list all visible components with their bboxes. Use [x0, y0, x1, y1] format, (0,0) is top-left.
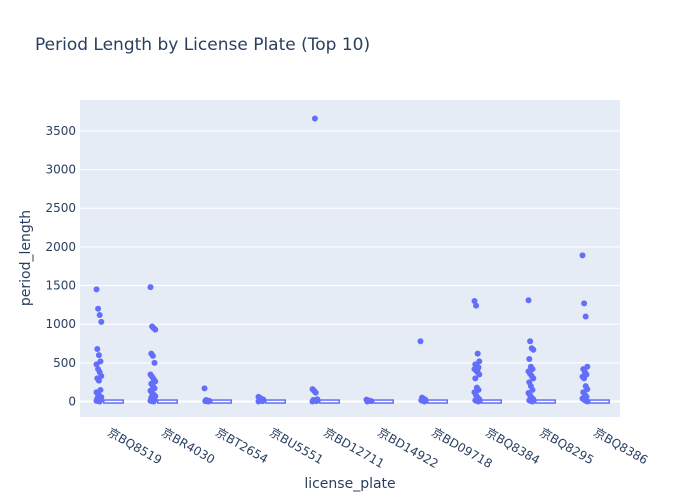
box: [103, 399, 124, 404]
y-tick-label: 2000: [45, 240, 76, 254]
data-point: [94, 345, 101, 352]
x-tick-label: 京BQ8519: [105, 425, 164, 467]
data-point: [96, 398, 103, 405]
data-point: [96, 311, 103, 318]
chart-title: Period Length by License Plate (Top 10): [35, 35, 370, 55]
y-tick-label: 3000: [45, 163, 76, 177]
data-point: [95, 377, 102, 384]
data-point: [205, 398, 212, 405]
box: [265, 399, 286, 404]
data-point: [421, 398, 428, 405]
data-point: [364, 398, 371, 405]
box: [589, 399, 610, 404]
y-axis-title: period_length: [18, 210, 34, 306]
data-point: [152, 326, 159, 333]
data-point: [312, 389, 319, 396]
data-point: [311, 115, 318, 122]
x-tick-label: 京BQ8295: [537, 425, 596, 467]
data-point: [530, 346, 537, 353]
x-tick-label: 京BD12711: [321, 425, 387, 471]
x-axis-title: license_plate: [304, 476, 395, 492]
data-point: [201, 385, 208, 392]
box: [211, 399, 232, 404]
y-tick-label: 2500: [45, 201, 76, 215]
y-tick-labels: 0 500 1000 1500 2000 2500 3000 3500: [45, 124, 76, 409]
x-tick-labels: 京BQ8519京BR4030京BT2654京BU5551京BD12711京BD1…: [105, 425, 650, 471]
data-point: [529, 398, 536, 405]
box: [373, 399, 394, 404]
data-point: [474, 350, 481, 357]
data-point: [93, 361, 100, 368]
data-point: [584, 398, 591, 405]
y-tick-label: 500: [53, 356, 76, 370]
x-tick-label: 京BD09718: [429, 425, 495, 471]
box: [319, 399, 340, 404]
data-point: [473, 302, 480, 309]
data-point: [150, 398, 157, 405]
data-point: [526, 356, 533, 363]
data-point: [582, 313, 589, 320]
data-point: [475, 398, 482, 405]
x-tick-label: 京BD14922: [375, 425, 441, 471]
data-point: [309, 398, 316, 405]
box-lines: [103, 399, 610, 404]
data-point: [93, 286, 100, 293]
box: [481, 399, 502, 404]
data-point: [147, 284, 154, 291]
y-tick-label: 1000: [45, 317, 76, 331]
data-points: [93, 115, 591, 405]
data-point: [579, 252, 586, 259]
x-tick-label: 京BQ8386: [591, 425, 650, 467]
x-tick-label: 京BU5551: [267, 425, 326, 467]
data-point: [476, 371, 483, 378]
data-point: [527, 338, 534, 345]
box: [427, 399, 448, 404]
data-point: [95, 305, 102, 312]
box: [157, 399, 178, 404]
data-point: [151, 359, 158, 366]
data-point: [471, 298, 478, 305]
y-tick-label: 1500: [45, 279, 76, 293]
data-point: [417, 338, 424, 345]
data-point: [149, 352, 156, 359]
x-tick-label: 京BR4030: [159, 425, 217, 467]
y-tick-label: 3500: [45, 124, 76, 138]
data-point: [581, 375, 588, 382]
data-point: [95, 352, 102, 359]
y-tick-label: 0: [68, 395, 76, 409]
data-point: [472, 375, 479, 382]
data-point: [581, 300, 588, 307]
x-tick-label: 京BT2654: [213, 425, 270, 466]
plot-background: [80, 100, 620, 417]
data-point: [255, 398, 262, 405]
box: [535, 399, 556, 404]
data-point: [525, 297, 532, 304]
data-point: [530, 375, 537, 382]
data-point: [98, 318, 105, 325]
